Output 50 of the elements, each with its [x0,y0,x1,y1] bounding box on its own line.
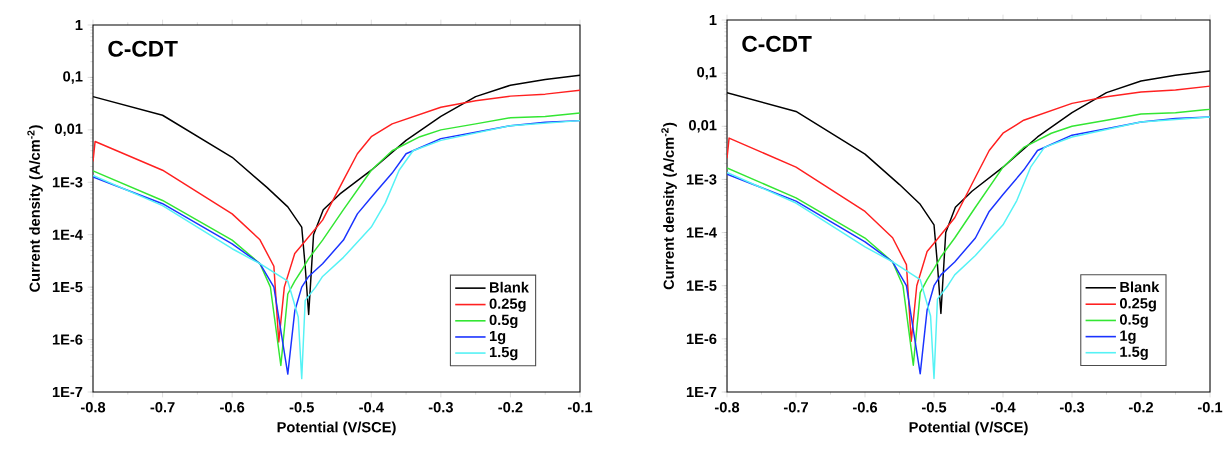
legend-label: 0.25g [1119,298,1156,312]
x-tick-label: -0.1 [567,402,593,413]
y-tick-label: 1E-7 [52,386,83,398]
y-tick-label: 0,01 [55,123,83,137]
line-series [93,89,580,343]
y-tick-label: 0,1 [63,71,83,84]
y-tick-label: 1E-3 [52,177,83,188]
y-tick-label: 1E-6 [52,334,83,345]
legend-label: 0.25g [489,298,526,312]
legend-label: 0.5g [1119,314,1148,328]
x-tick-label: -0.5 [921,402,947,413]
text: C-CDT [742,35,812,52]
legend-label: 0.5g [489,314,518,329]
x-tick-label: -0.8 [714,402,740,413]
x-tick-label: -0.3 [428,402,453,413]
x-tick-label: -0.7 [783,402,808,413]
text: C-CDT [108,40,178,57]
x-tick-label: -0.2 [1128,402,1154,413]
y-tick-label: 1E-4 [52,229,83,240]
y-tick-label: 1 [75,19,83,31]
x-tick-label: -0.8 [80,402,106,413]
x-tick-label: -0.4 [359,402,384,413]
line-series [727,85,1211,343]
legend-label: Blank [490,281,529,293]
y-tick-label: 0,01 [689,120,717,133]
x-tick-label: -0.6 [852,402,878,413]
x-tick-label: -0.3 [1059,402,1085,413]
y-tick-label: 1E-5 [686,280,717,291]
y-tick-label: 1E-6 [686,333,717,345]
y-tick-label: 1 [709,14,717,26]
legend-label: 1g [489,330,506,345]
y-tick-label: 1E-5 [52,282,83,293]
legend-label: 1g [1120,330,1136,344]
x-tick-label: -0.1 [1197,402,1223,413]
legend-label: 1.5g [489,347,518,361]
x-tick-label: -0.7 [150,402,175,413]
y-axis-title: Current density (A/cm$^{-2}$) [27,125,43,292]
legend-label: Blank [1120,281,1160,293]
x-axis-title: Potential (V/SCE) [909,421,1028,436]
x-tick-label: -0.2 [498,402,523,413]
y-tick-label: 1E-4 [686,227,717,238]
x-tick-label: -0.6 [220,402,245,413]
y-tick-label: 1E-3 [686,174,717,185]
x-axis-title: Potential (V/SCE) [277,421,396,436]
x-tick-label: -0.5 [289,402,314,413]
y-tick-label: 0,1 [697,66,717,80]
x-tick-label: -0.4 [990,402,1016,413]
y-tick-label: 1E-7 [686,386,717,398]
legend-label: 1.5g [1120,346,1148,360]
y-axis-title: Current density (A/cm$^{-2}$) [661,122,677,290]
